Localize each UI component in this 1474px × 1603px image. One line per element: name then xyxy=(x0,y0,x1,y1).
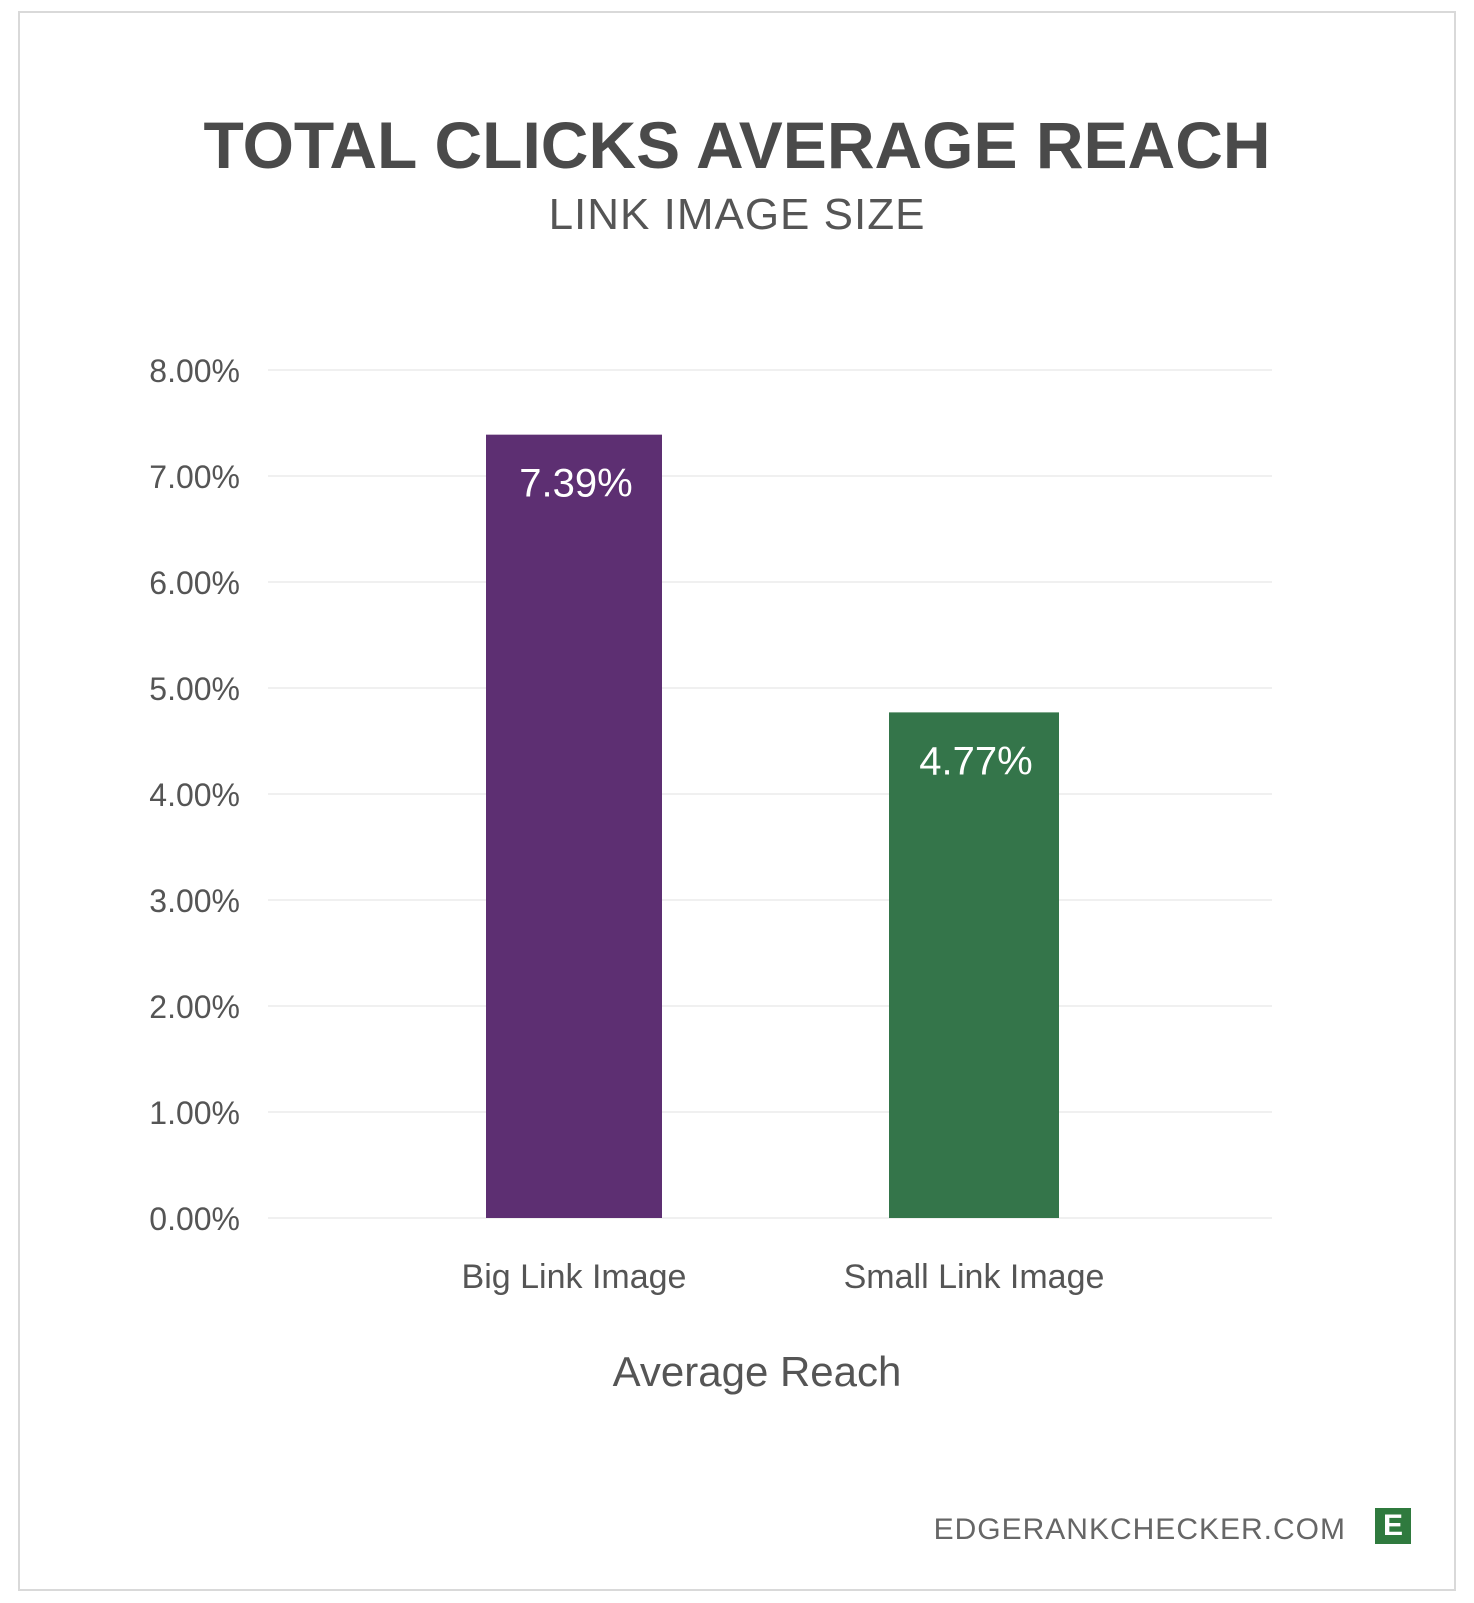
y-tick-label: 7.00% xyxy=(149,459,240,495)
y-tick-label: 6.00% xyxy=(149,565,240,601)
y-tick-label: 0.00% xyxy=(149,1201,240,1237)
site-logo-icon: E xyxy=(1375,1508,1411,1544)
x-category-label: Big Link Image xyxy=(462,1258,687,1296)
y-tick-label: 2.00% xyxy=(149,989,240,1025)
x-axis-title: Average Reach xyxy=(613,1348,902,1395)
chart-subtitle: LINK IMAGE SIZE xyxy=(548,190,926,239)
bar xyxy=(889,712,1059,1218)
bar xyxy=(486,434,662,1218)
y-tick-label: 5.00% xyxy=(149,671,240,707)
y-tick-label: 1.00% xyxy=(149,1095,240,1131)
bar-value-label: 4.77% xyxy=(919,739,1032,783)
y-tick-label: 3.00% xyxy=(149,883,240,919)
chart-title: TOTAL CLICKS AVERAGE REACH xyxy=(203,108,1271,182)
footer-site-label: EDGERANKCHECKER.COM xyxy=(933,1513,1346,1546)
chart-frame xyxy=(18,11,1456,1591)
x-category-label: Small Link Image xyxy=(844,1258,1105,1296)
y-tick-label: 8.00% xyxy=(149,353,240,389)
y-tick-label: 4.00% xyxy=(149,777,240,813)
bar-value-label: 7.39% xyxy=(519,462,632,506)
